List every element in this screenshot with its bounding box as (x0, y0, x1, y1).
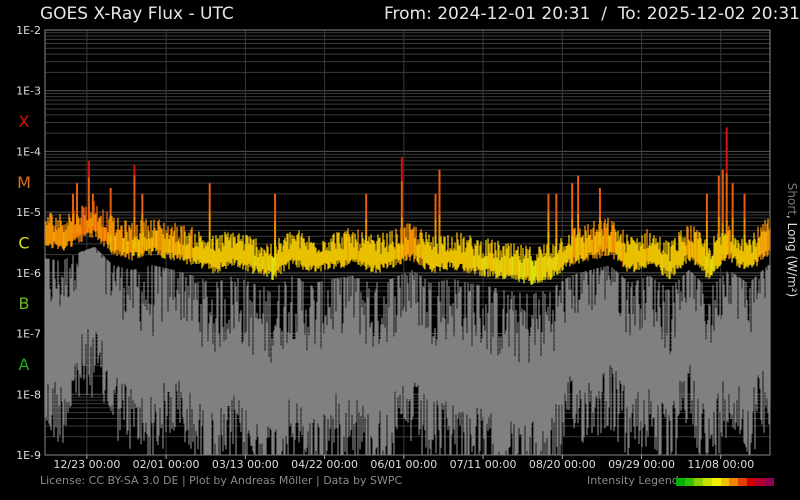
x-tick-label: 07/11 00:00 (450, 458, 517, 471)
label-separator: , (785, 214, 799, 223)
y-tick-label: 1E-9 (16, 449, 41, 462)
x-tick-label: 06/01 00:00 (370, 458, 437, 471)
y-tick-label: 1E-6 (16, 267, 41, 280)
intensity-legend-bar (676, 478, 774, 486)
legend-swatch (729, 478, 739, 486)
flare-class-label: A (19, 355, 30, 374)
y-tick-label: 1E-7 (16, 328, 41, 341)
flare-class-label: C (18, 234, 29, 253)
x-tick-label: 09/29 00:00 (608, 458, 675, 471)
legend-swatch (747, 478, 757, 486)
chart-title: GOES X-Ray Flux - UTC (40, 4, 234, 24)
long-series (44, 127, 771, 285)
y-axis-label: Short, Long (W/m²) (785, 183, 799, 297)
legend-swatch (720, 478, 730, 486)
legend-swatch (765, 478, 774, 486)
y-tick-label: 1E-8 (16, 388, 41, 401)
date-range: From: 2024-12-01 20:31 / To: 2025-12-02 … (383, 4, 800, 24)
y-tick-label: 1E-3 (16, 85, 41, 98)
credits: License: CC BY-SA 3.0 DE | Plot by Andre… (40, 474, 403, 487)
x-tick-label: 11/08 00:00 (687, 458, 754, 471)
axes: 1E-9 1E-8 1E-7 1E-6 1E-5 1E-4 1E-3 1E-2 12/23 00… (16, 24, 754, 471)
legend-swatch (684, 478, 694, 486)
short-label: Short (785, 182, 799, 215)
x-tick-label: 04/22 00:00 (291, 458, 358, 471)
legend-swatch (711, 478, 721, 486)
legend-swatch (756, 478, 766, 486)
x-tick-label: 02/01 00:00 (133, 458, 200, 471)
y-tick-label: 1E-4 (16, 145, 41, 158)
intensity-legend-label: Intensity Legend (587, 474, 679, 487)
plot-border (44, 29, 771, 456)
x-tick-label: 12/23 00:00 (53, 458, 120, 471)
x-tick-label: 08/20 00:00 (529, 458, 596, 471)
flare-class-label: M (17, 173, 31, 192)
plot-frame (44, 29, 771, 456)
x-tick-label: 03/13 00:00 (212, 458, 279, 471)
legend-swatch (738, 478, 748, 486)
legend-swatch (676, 478, 685, 486)
legend-swatch (702, 478, 712, 486)
long-label: Long (W/m²) (785, 222, 799, 298)
y-tick-label: 1E-5 (16, 206, 41, 219)
flare-class-label: X (19, 112, 30, 131)
y-tick-label: 1E-2 (16, 24, 41, 37)
flare-class-label: B (19, 294, 30, 313)
legend-swatch (693, 478, 703, 486)
